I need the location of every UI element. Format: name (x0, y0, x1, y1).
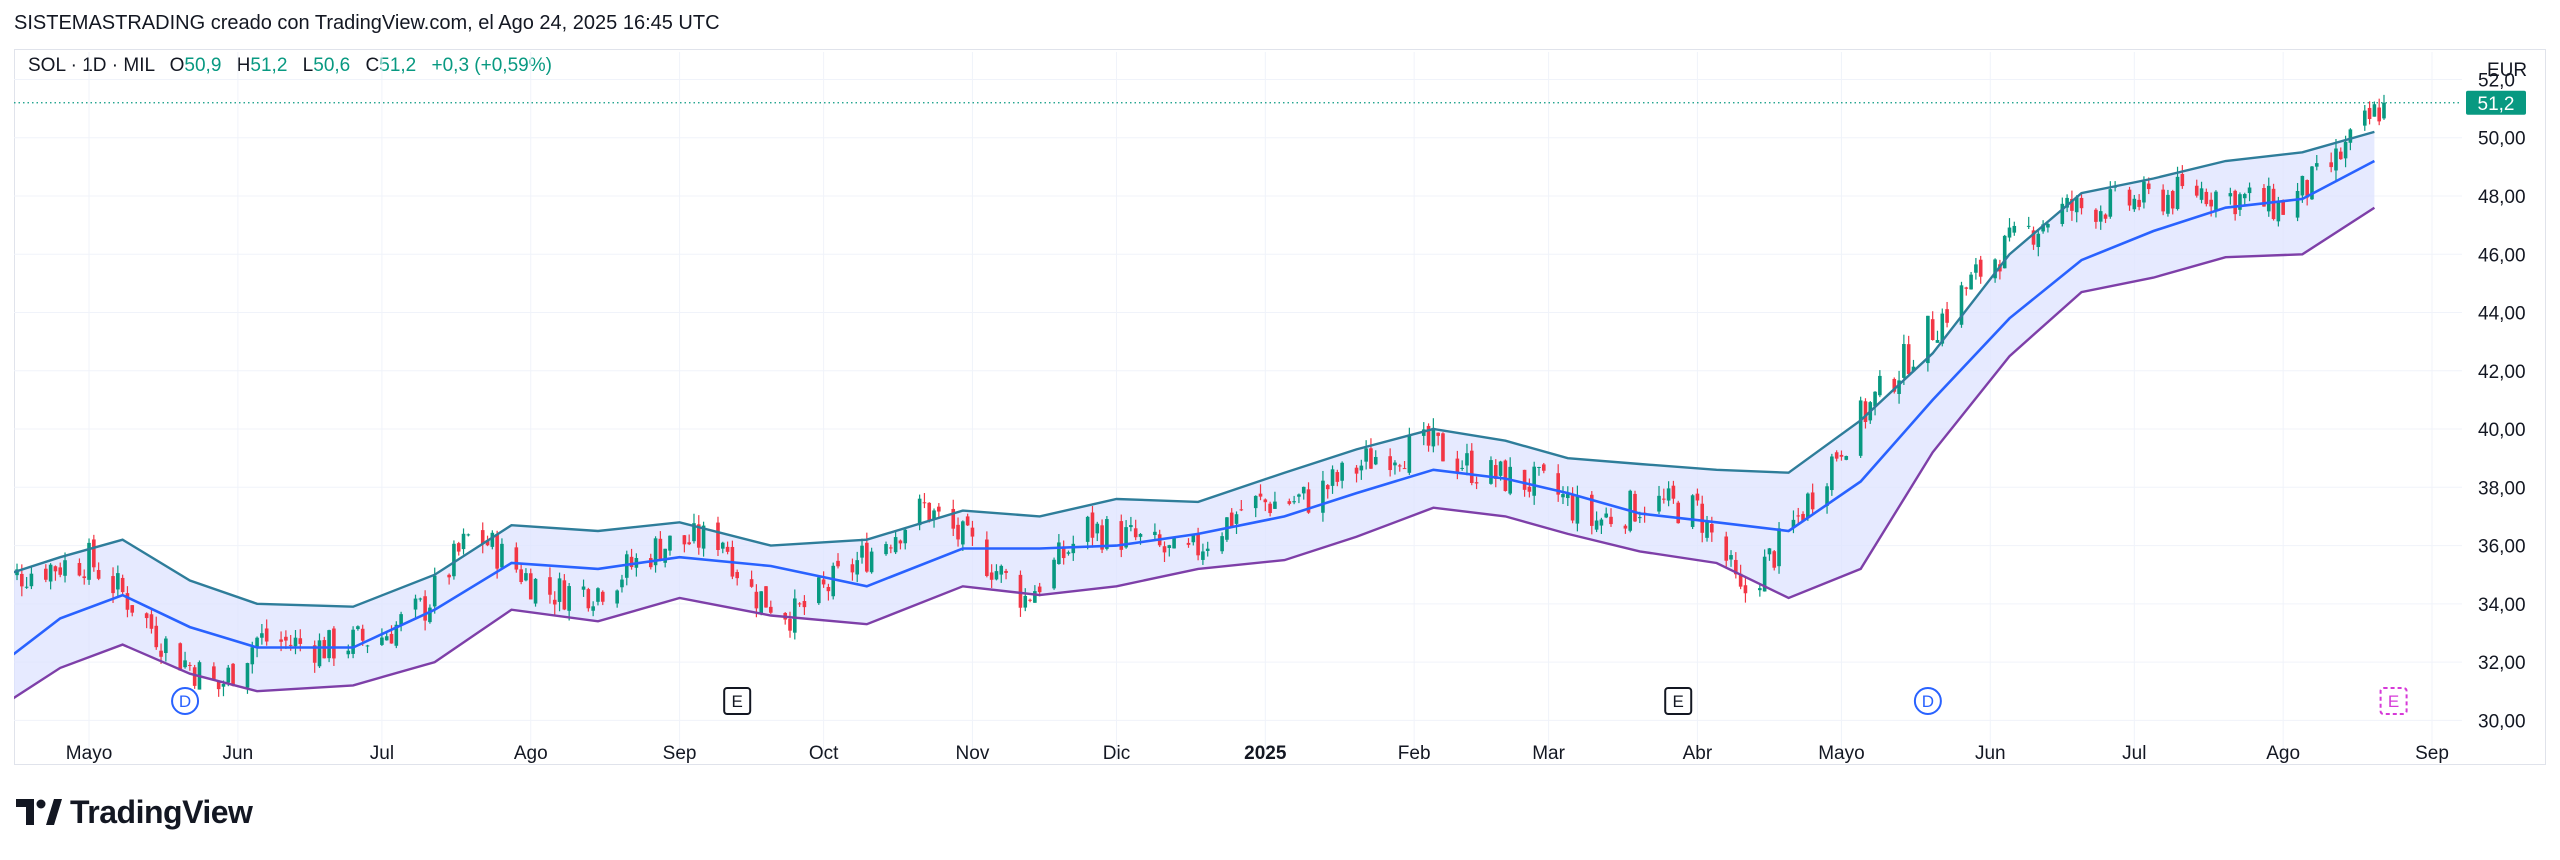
chart-frame (14, 49, 2546, 765)
open-value: 50,9 (184, 55, 222, 76)
low-value: 50,6 (313, 55, 351, 76)
chart-caption: SISTEMASTRADING creado con TradingView.c… (14, 12, 720, 34)
tradingview-logo-icon (16, 799, 62, 825)
high-label: H (236, 55, 251, 76)
change-value: +0,3 (+0,59%) (431, 55, 552, 76)
symbol-label[interactable]: SOL · 1D · MIL (28, 55, 155, 76)
low-label: L (302, 55, 314, 76)
tradingview-logo-text: TradingView (70, 793, 253, 830)
currency-button[interactable]: EUR (2486, 60, 2528, 81)
open-label: O (169, 55, 185, 76)
tradingview-logo[interactable]: TradingView (16, 793, 253, 830)
symbol-legend: SOL · 1D · MIL O50,9 H51,2 L50,6 C51,2 +… (28, 55, 552, 77)
close-value: 51,2 (379, 55, 417, 76)
high-value: 51,2 (250, 55, 288, 76)
close-label: C (365, 55, 380, 76)
